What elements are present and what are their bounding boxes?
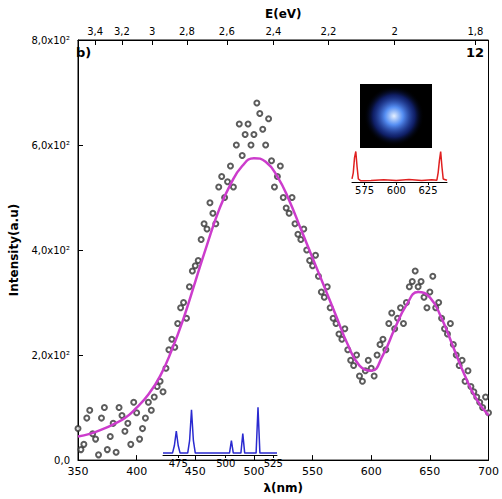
- svg-text:550: 550: [302, 465, 323, 478]
- svg-text:Intensity(a.u): Intensity(a.u): [7, 204, 21, 296]
- svg-text:3,4: 3,4: [87, 26, 103, 37]
- svg-text:525: 525: [264, 458, 283, 469]
- svg-text:625: 625: [418, 185, 437, 196]
- svg-text:475: 475: [169, 458, 188, 469]
- svg-text:λ(nm): λ(nm): [263, 481, 303, 495]
- svg-text:12: 12: [466, 45, 484, 60]
- svg-text:500: 500: [243, 465, 264, 478]
- svg-text:1,8: 1,8: [467, 26, 483, 37]
- svg-text:6,0x10²: 6,0x10²: [31, 140, 70, 151]
- svg-text:4,0x10²: 4,0x10²: [31, 245, 70, 256]
- svg-text:600: 600: [361, 465, 382, 478]
- svg-text:350: 350: [68, 465, 89, 478]
- svg-text:E(eV): E(eV): [265, 7, 302, 21]
- svg-text:2,0x10²: 2,0x10²: [31, 350, 70, 361]
- svg-text:500: 500: [216, 458, 235, 469]
- svg-text:2,2: 2,2: [321, 26, 337, 37]
- svg-text:450: 450: [185, 465, 206, 478]
- svg-text:2,8: 2,8: [179, 26, 195, 37]
- svg-text:b): b): [76, 45, 91, 60]
- svg-text:2,6: 2,6: [219, 26, 235, 37]
- svg-text:2: 2: [391, 26, 397, 37]
- svg-text:0,0: 0,0: [54, 455, 70, 466]
- svg-text:400: 400: [126, 465, 147, 478]
- svg-text:650: 650: [419, 465, 440, 478]
- svg-text:575: 575: [355, 185, 374, 196]
- svg-text:3: 3: [149, 26, 155, 37]
- svg-text:3,2: 3,2: [114, 26, 130, 37]
- svg-text:2,4: 2,4: [265, 26, 281, 37]
- svg-text:700: 700: [478, 465, 499, 478]
- svg-text:600: 600: [387, 185, 406, 196]
- svg-text:8,0x10²: 8,0x10²: [31, 35, 70, 46]
